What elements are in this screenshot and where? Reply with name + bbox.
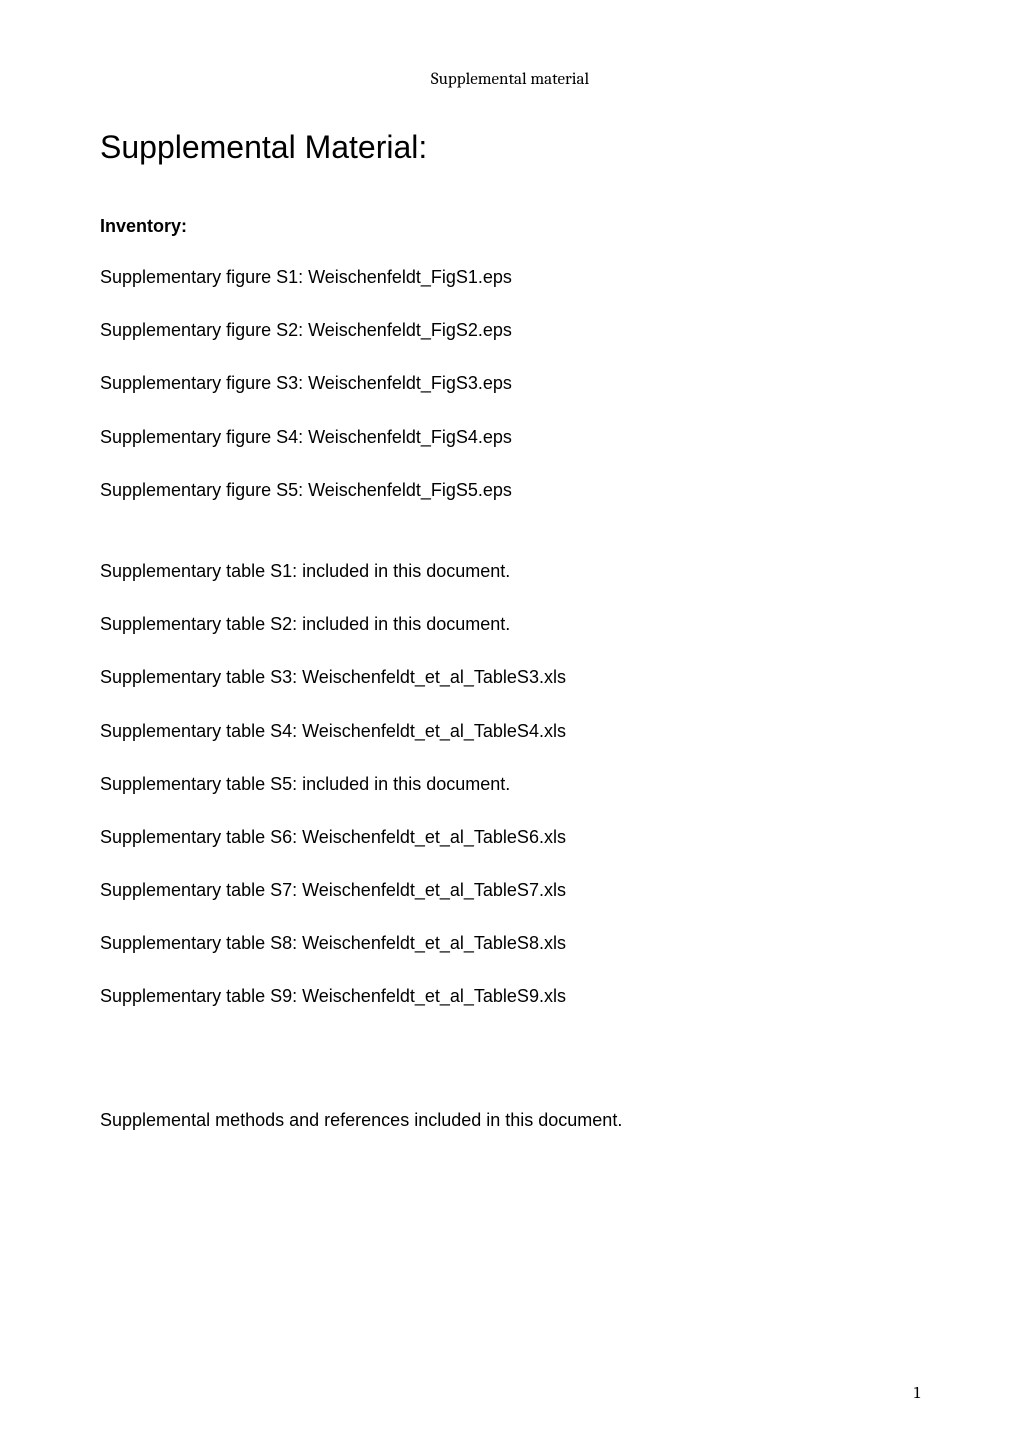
table-line: Supplementary table S9: Weischenfeldt_et… — [100, 984, 920, 1009]
figure-line: Supplementary figure S1: Weischenfeldt_F… — [100, 265, 920, 290]
figure-line: Supplementary figure S5: Weischenfeldt_F… — [100, 478, 920, 503]
table-line: Supplementary table S4: Weischenfeldt_et… — [100, 719, 920, 744]
table-line: Supplementary table S3: Weischenfeldt_et… — [100, 665, 920, 690]
figure-line: Supplementary figure S2: Weischenfeldt_F… — [100, 318, 920, 343]
section-gap — [100, 531, 920, 559]
table-line: Supplementary table S2: included in this… — [100, 612, 920, 637]
page-number: 1 — [914, 1384, 920, 1403]
main-title: Supplemental Material: — [100, 129, 920, 166]
running-header: Supplemental material — [100, 70, 920, 89]
section-gap-large — [100, 1038, 920, 1108]
table-line: Supplementary table S6: Weischenfeldt_et… — [100, 825, 920, 850]
inventory-heading: Inventory: — [100, 216, 920, 237]
figure-line: Supplementary figure S3: Weischenfeldt_F… — [100, 371, 920, 396]
figure-line: Supplementary figure S4: Weischenfeldt_F… — [100, 425, 920, 450]
table-line: Supplementary table S1: included in this… — [100, 559, 920, 584]
closing-line: Supplemental methods and references incl… — [100, 1108, 920, 1133]
table-line: Supplementary table S7: Weischenfeldt_et… — [100, 878, 920, 903]
table-line: Supplementary table S5: included in this… — [100, 772, 920, 797]
table-line: Supplementary table S8: Weischenfeldt_et… — [100, 931, 920, 956]
